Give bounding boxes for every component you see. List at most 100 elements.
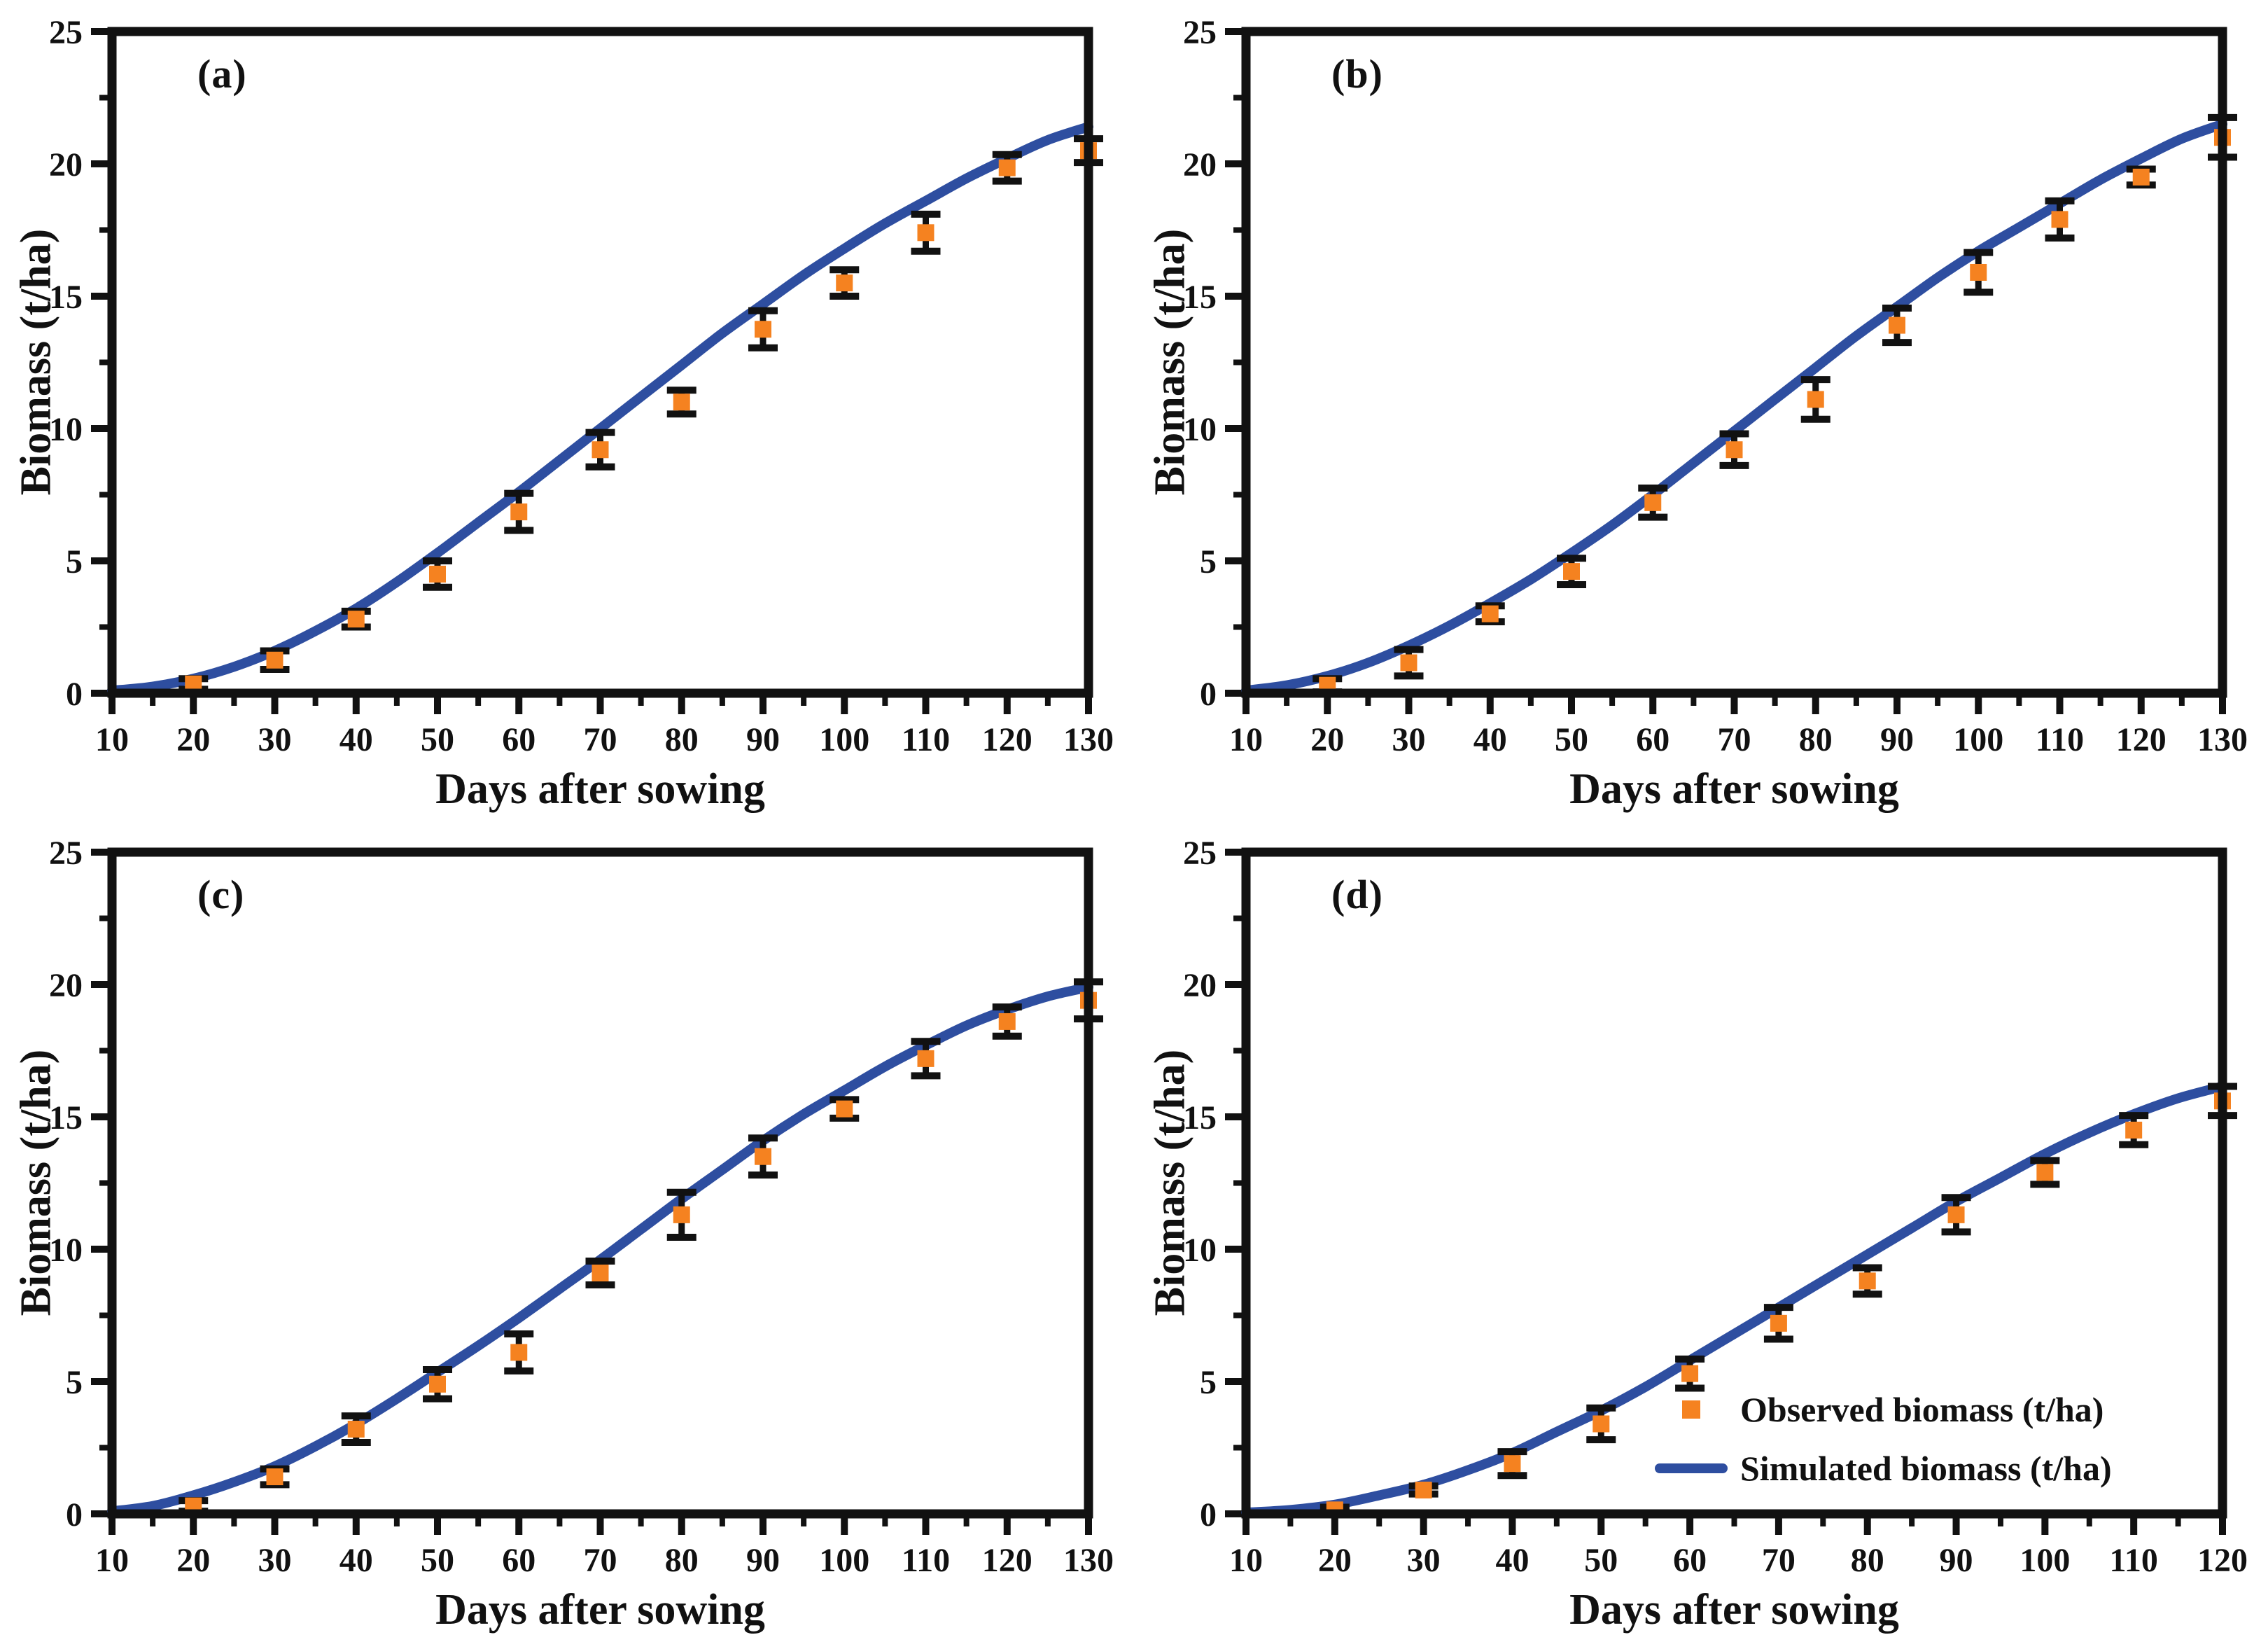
simulated-biomass-line	[107, 122, 1093, 696]
svg-text:20: 20	[1183, 967, 1217, 1004]
panel-c-chart: 10 20 30 40 50 60 70 80 90 100 110 120 130 0 5 10 15 20 25	[49, 835, 1114, 1579]
x-axis-ticks: 10 20 30 40 50 60 70 80 90 100 110 120 130	[95, 693, 1114, 758]
svg-text:25: 25	[1183, 835, 1217, 872]
y-axis-title: Biomass (t/ha)	[1146, 228, 1194, 496]
svg-text:10: 10	[49, 411, 83, 448]
svg-text:20: 20	[1310, 721, 1344, 758]
svg-text:80: 80	[1851, 1542, 1884, 1579]
panel-b-letter: (b)	[1331, 51, 1383, 97]
svg-text:70: 70	[1718, 721, 1751, 758]
observed-biomass-points	[178, 135, 1103, 693]
legend-row-observed: Observed biomass (t/ha)	[1646, 1389, 2112, 1430]
svg-text:40: 40	[340, 1542, 373, 1579]
panel-d-letter: (d)	[1331, 872, 1383, 917]
svg-text:15: 15	[1183, 1099, 1217, 1136]
simulated-line-icon	[1646, 1463, 1736, 1473]
svg-text:110: 110	[2036, 721, 2084, 758]
legend: Observed biomass (t/ha) Simulated biomas…	[1646, 1389, 2112, 1489]
svg-text:90: 90	[746, 721, 780, 758]
svg-text:50: 50	[421, 721, 454, 758]
simulated-biomass-line	[107, 982, 1093, 1517]
panel-d-chart: 10 20 30 40 50 60 70 80 90 100 110 120 0 5 10 15 20 25	[1183, 835, 2248, 1579]
plot-frame	[107, 27, 1093, 698]
svg-text:5: 5	[66, 543, 83, 580]
svg-text:120: 120	[982, 721, 1032, 758]
svg-text:10: 10	[1229, 721, 1263, 758]
svg-text:20: 20	[1183, 146, 1217, 183]
y-axis-title: Biomass (t/ha)	[12, 1049, 60, 1316]
svg-text:0: 0	[1200, 676, 1217, 713]
svg-text:130: 130	[1063, 1542, 1114, 1579]
panel-b: 10 20 30 40 50 60 70 80 90 100 110 120 130 0 5 10 15 20 25…	[1134, 0, 2268, 821]
svg-text:60: 60	[1673, 1542, 1707, 1579]
svg-text:70: 70	[1762, 1542, 1795, 1579]
svg-text:5: 5	[66, 1364, 83, 1401]
svg-text:10: 10	[1229, 1542, 1263, 1579]
svg-text:50: 50	[421, 1542, 454, 1579]
svg-text:0: 0	[1200, 1496, 1217, 1533]
panel-b-chart: 10 20 30 40 50 60 70 80 90 100 110 120 130 0 5 10 15 20 25	[1183, 14, 2248, 758]
svg-text:5: 5	[1200, 543, 1217, 580]
panel-c: 10 20 30 40 50 60 70 80 90 100 110 120 130 0 5 10 15 20 25…	[0, 821, 1134, 1641]
svg-text:50: 50	[1584, 1542, 1618, 1579]
svg-text:25: 25	[49, 14, 83, 51]
svg-text:90: 90	[1880, 721, 1914, 758]
panel-a-chart: 10 20 30 40 50 60 70 80 90 100 110 120 130 0 5 10 15 20 25	[49, 14, 1114, 758]
panel-d: 10 20 30 40 50 60 70 80 90 100 110 120 0 5 10 15 20 25 (d…	[1134, 821, 2268, 1641]
x-axis-ticks: 10 20 30 40 50 60 70 80 90 100 110 120 130	[1229, 693, 2248, 758]
legend-label-simulated: Simulated biomass (t/ha)	[1740, 1449, 2112, 1488]
x-axis-title: Days after sowing	[435, 765, 765, 813]
y-axis-ticks: 0 5 10 15 20 25	[1183, 835, 1246, 1533]
plot-frame	[1241, 847, 2227, 1519]
legend-row-simulated: Simulated biomass (t/ha)	[1646, 1448, 2112, 1489]
x-axis-title: Days after sowing	[435, 1586, 765, 1634]
x-axis-title: Days after sowing	[1569, 1586, 1899, 1634]
svg-text:25: 25	[49, 835, 83, 872]
observed-marker-icon	[1646, 1400, 1736, 1419]
panel-c-letter: (c)	[197, 872, 245, 917]
svg-text:120: 120	[982, 1542, 1032, 1579]
svg-text:110: 110	[902, 721, 950, 758]
svg-text:15: 15	[49, 1099, 83, 1136]
svg-text:110: 110	[902, 1542, 950, 1579]
svg-text:40: 40	[1474, 721, 1507, 758]
legend-label-observed: Observed biomass (t/ha)	[1740, 1390, 2104, 1429]
svg-text:80: 80	[665, 721, 699, 758]
plot-frame	[1241, 27, 2227, 698]
svg-text:30: 30	[258, 721, 292, 758]
svg-text:0: 0	[66, 1496, 83, 1533]
svg-text:0: 0	[66, 676, 83, 713]
simulated-biomass-line	[1241, 119, 2227, 696]
svg-text:130: 130	[2197, 721, 2248, 758]
panel-a: 10 20 30 40 50 60 70 80 90 100 110 120 130 0 5 10 15 20 25…	[0, 0, 1134, 821]
svg-text:60: 60	[502, 1542, 536, 1579]
svg-text:10: 10	[49, 1232, 83, 1269]
svg-text:100: 100	[819, 1542, 869, 1579]
svg-text:30: 30	[1407, 1542, 1441, 1579]
svg-text:120: 120	[2197, 1542, 2248, 1579]
plot-frame	[107, 847, 1093, 1519]
svg-text:60: 60	[502, 721, 536, 758]
svg-text:80: 80	[665, 1542, 699, 1579]
svg-text:10: 10	[95, 721, 129, 758]
svg-text:90: 90	[1940, 1542, 1973, 1579]
svg-text:130: 130	[1063, 721, 1114, 758]
x-axis-ticks: 10 20 30 40 50 60 70 80 90 100 110 120	[1229, 1514, 2248, 1579]
svg-text:90: 90	[746, 1542, 780, 1579]
svg-text:100: 100	[2019, 1542, 2070, 1579]
observed-biomass-points	[1320, 1083, 2237, 1519]
svg-text:100: 100	[1953, 721, 2003, 758]
svg-text:20: 20	[1318, 1542, 1352, 1579]
y-axis-title: Biomass (t/ha)	[12, 228, 60, 496]
y-axis-ticks: 0 5 10 15 20 25	[49, 14, 112, 713]
svg-text:20: 20	[176, 721, 210, 758]
svg-text:50: 50	[1555, 721, 1588, 758]
x-axis-ticks: 10 20 30 40 50 60 70 80 90 100 110 120 130	[95, 1514, 1114, 1579]
svg-text:40: 40	[340, 721, 373, 758]
panel-a-letter: (a)	[197, 51, 247, 97]
svg-text:80: 80	[1799, 721, 1833, 758]
svg-text:110: 110	[2110, 1542, 2158, 1579]
y-axis-title: Biomass (t/ha)	[1146, 1049, 1194, 1316]
svg-text:70: 70	[584, 721, 617, 758]
